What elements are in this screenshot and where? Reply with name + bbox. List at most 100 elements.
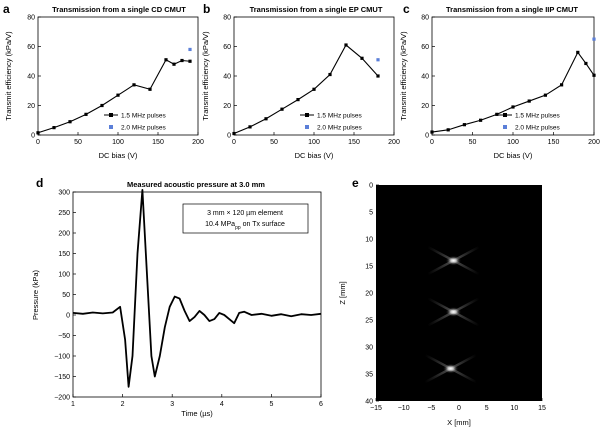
chart-e-ytick-label: 5 [369, 210, 373, 217]
chart-b-xtick-label: 0 [232, 139, 236, 146]
chart-a-legend: 1.5 MHz pulses 2.0 MHz pulses [104, 113, 167, 132]
data-point-c-1 [462, 123, 466, 127]
chart-panel-c: Transmission from a single IIP CMUT DC b… [399, 5, 600, 160]
data-point-a-1 [36, 131, 40, 135]
data-point-b-1 [248, 125, 252, 129]
legend-c-marker-2 [503, 125, 507, 129]
data-point-b-1 [280, 107, 284, 111]
chart-e-ytick-label: 25 [365, 318, 373, 325]
chart-c-ticks: 0 50 100 150 200 0 20 40 60 80 [421, 15, 600, 147]
chart-b-ytick-label: 40 [223, 74, 231, 81]
data-point-c-1 [446, 128, 450, 132]
chart-b-xtick-label: 100 [308, 139, 320, 146]
pressure-waveform [72, 189, 322, 388]
data-point-b-1 [264, 117, 268, 121]
data-point-a-1 [188, 59, 192, 63]
chart-c-ytick-label: 80 [421, 15, 429, 22]
legend-a-label-1: 1.5 MHz pulses [121, 113, 167, 120]
data-point-b-1 [344, 43, 348, 47]
chart-d-xtick-label: 3 [170, 401, 174, 408]
chart-e-ytick-label: 0 [369, 183, 373, 190]
chart-e-xtick-label: 15 [538, 405, 546, 412]
data-point-c-1 [430, 130, 434, 134]
chart-c-xtick-label: 50 [469, 139, 477, 146]
annotation-line-2: 10.4 MPapp on Tx surface [205, 221, 285, 231]
chart-c-legend: 1.5 MHz pulses 2.0 MHz pulses [498, 113, 561, 132]
chart-d-ytick-label: −100 [54, 354, 70, 361]
chart-a-ytick-label: 20 [27, 103, 35, 110]
psf-spot [442, 363, 459, 374]
chart-e-ytick-label: 15 [365, 264, 373, 271]
chart-c-ytick-label: 60 [421, 44, 429, 51]
chart-b-series [232, 43, 380, 136]
panel-label-d: d [36, 176, 43, 190]
chart-c-xtick-label: 100 [507, 139, 519, 146]
chart-e-xtick-label: −5 [427, 405, 435, 412]
annotation-box [182, 203, 309, 234]
chart-c-series [430, 37, 596, 134]
legend-a-marker-2 [109, 125, 113, 129]
data-point-b-1 [296, 98, 300, 102]
chart-d-title: Measured acoustic pressure at 3.0 mm [127, 180, 265, 189]
chart-b-xtick-label: 200 [388, 139, 400, 146]
chart-a-xlabel: DC bias (V) [99, 151, 138, 160]
chart-a-ytick-label: 0 [31, 133, 35, 140]
data-point-b-1 [360, 56, 364, 60]
chart-a-ytick-label: 60 [27, 44, 35, 51]
data-point-c-1 [495, 112, 499, 116]
chart-b-title: Transmission from a single EP CMUT [250, 5, 383, 14]
chart-c-ylabel: Transmit efficiency (kPa/V) [399, 31, 408, 121]
data-point-c-1 [479, 118, 483, 122]
data-point-b-1 [328, 72, 332, 77]
heatmap-image [424, 245, 480, 384]
chart-b-ylabel: Transmit efficiency (kPa/V) [201, 31, 210, 121]
chart-c-xlabel: DC bias (V) [494, 151, 533, 160]
data-point-b-2 [376, 58, 380, 62]
data-point-c-2 [592, 37, 596, 41]
chart-e-xlabel: X [mm] [447, 418, 471, 427]
chart-d-ytick-label: −150 [54, 374, 70, 381]
chart-d-ytick-label: 100 [58, 272, 70, 279]
chart-b-ytick-label: 60 [223, 44, 231, 51]
chart-c-ytick-label: 40 [421, 74, 429, 81]
series-line-a-1 [37, 59, 191, 134]
legend-b-marker-1 [305, 113, 309, 117]
chart-c-title: Transmission from a single IIP CMUT [446, 5, 578, 14]
data-point-c-1 [560, 83, 564, 87]
panel-label-a: a [3, 2, 10, 16]
chart-a-ylabel: Transmit efficiency (kPa/V) [4, 31, 13, 121]
chart-e-xtick-label: 10 [510, 405, 518, 412]
chart-e-xtick-label: −10 [398, 405, 410, 412]
data-point-a-1 [180, 58, 184, 63]
legend-c-label-2: 2.0 MHz pulses [515, 125, 561, 132]
chart-d-xtick-label: 5 [269, 401, 273, 408]
chart-d-xlabel: Time (µs) [181, 409, 213, 418]
chart-d-ytick-label: 0 [66, 313, 70, 320]
chart-b-xlabel: DC bias (V) [295, 151, 334, 160]
chart-c-xtick-label: 0 [430, 139, 434, 146]
annotation-line-1: 3 mm × 120 µm element [207, 210, 283, 217]
chart-c-ytick-label: 20 [421, 103, 429, 110]
chart-b-ytick-label: 0 [227, 133, 231, 140]
chart-a-ytick-label: 80 [27, 15, 35, 22]
chart-d-xtick-label: 1 [71, 401, 75, 408]
chart-a-ticks: 0 50 100 150 200 0 20 40 60 80 [27, 15, 204, 147]
data-point-c-1 [592, 73, 596, 77]
panel-label-e: e [352, 176, 359, 190]
chart-a-frame [37, 16, 199, 136]
series-line-c-1 [431, 51, 595, 133]
chart-d-ytick-label: −50 [58, 333, 70, 340]
chart-e-ytick-label: 20 [365, 291, 373, 298]
data-point-a-1 [116, 93, 120, 97]
data-point-a-1 [68, 120, 72, 124]
data-point-b-1 [312, 87, 316, 91]
chart-d-xtick-label: 4 [220, 401, 224, 408]
data-point-a-1 [52, 126, 56, 130]
data-point-a-1 [172, 62, 176, 66]
chart-c-xtick-label: 150 [548, 139, 560, 146]
legend-a-marker-1 [109, 113, 113, 117]
chart-a-xtick-label: 50 [74, 139, 82, 146]
data-point-b-1 [376, 74, 380, 78]
data-point-c-1 [527, 99, 531, 103]
